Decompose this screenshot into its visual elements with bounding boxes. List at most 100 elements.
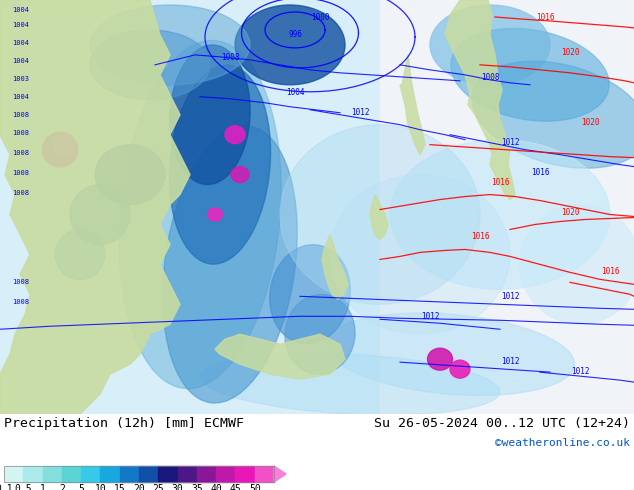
Ellipse shape — [170, 45, 250, 185]
Text: 1: 1 — [40, 484, 46, 490]
Ellipse shape — [42, 132, 77, 167]
Ellipse shape — [390, 140, 610, 289]
Polygon shape — [370, 195, 388, 240]
Text: 1012: 1012 — [421, 312, 439, 321]
Text: 1020: 1020 — [581, 118, 599, 127]
Bar — [235, 466, 255, 482]
Bar — [178, 466, 197, 482]
Ellipse shape — [280, 125, 480, 304]
Text: 1000: 1000 — [311, 13, 329, 22]
Ellipse shape — [330, 174, 510, 334]
Ellipse shape — [427, 348, 453, 370]
Bar — [120, 466, 139, 482]
Bar — [100, 466, 120, 482]
Polygon shape — [215, 334, 345, 379]
Ellipse shape — [231, 167, 249, 183]
Text: Su 26-05-2024 00..12 UTC (12+24): Su 26-05-2024 00..12 UTC (12+24) — [374, 417, 630, 430]
Text: 996: 996 — [288, 30, 302, 39]
Text: 1008: 1008 — [12, 170, 29, 175]
Text: 25: 25 — [152, 484, 164, 490]
Bar — [4, 466, 23, 482]
Text: 1004: 1004 — [12, 94, 29, 100]
Bar — [42, 466, 62, 482]
Ellipse shape — [235, 5, 345, 85]
Ellipse shape — [119, 41, 281, 389]
Text: 1016: 1016 — [601, 268, 619, 276]
Ellipse shape — [325, 313, 574, 395]
Polygon shape — [274, 466, 286, 482]
Text: 1012: 1012 — [501, 138, 519, 147]
Bar — [4, 466, 274, 482]
Ellipse shape — [54, 134, 76, 156]
Bar — [139, 466, 158, 482]
Ellipse shape — [200, 353, 500, 415]
Text: 15: 15 — [114, 484, 126, 490]
Bar — [197, 466, 216, 482]
Text: 1020: 1020 — [560, 207, 579, 217]
Ellipse shape — [450, 360, 470, 378]
Text: 50: 50 — [249, 484, 261, 490]
Ellipse shape — [163, 126, 297, 403]
Text: 1008: 1008 — [221, 53, 239, 62]
Polygon shape — [400, 55, 425, 155]
Polygon shape — [322, 234, 348, 299]
Text: 0.5: 0.5 — [15, 484, 32, 490]
Text: 1012: 1012 — [501, 357, 519, 366]
Ellipse shape — [70, 185, 130, 245]
Text: 1004: 1004 — [12, 22, 29, 28]
Bar — [62, 466, 81, 482]
Text: ©weatheronline.co.uk: ©weatheronline.co.uk — [495, 438, 630, 448]
Bar — [380, 0, 634, 414]
Ellipse shape — [430, 5, 550, 85]
Ellipse shape — [169, 65, 271, 264]
Text: 10: 10 — [94, 484, 107, 490]
Text: 1004: 1004 — [12, 58, 29, 64]
Bar — [23, 466, 42, 482]
Ellipse shape — [90, 5, 250, 85]
Ellipse shape — [225, 126, 245, 144]
Text: 35: 35 — [191, 484, 203, 490]
Ellipse shape — [90, 30, 210, 100]
Text: 1008: 1008 — [12, 112, 29, 118]
Ellipse shape — [55, 229, 105, 279]
Text: 1004: 1004 — [286, 88, 304, 97]
Text: 1020: 1020 — [560, 48, 579, 57]
Text: 1012: 1012 — [571, 367, 589, 376]
Text: 1003: 1003 — [12, 76, 29, 82]
Bar — [81, 466, 100, 482]
Text: 40: 40 — [210, 484, 222, 490]
Ellipse shape — [472, 61, 634, 168]
Ellipse shape — [285, 294, 355, 374]
Text: 45: 45 — [230, 484, 242, 490]
Text: 1008: 1008 — [12, 130, 29, 136]
Text: Precipitation (12h) [mm] ECMWF: Precipitation (12h) [mm] ECMWF — [4, 417, 244, 430]
Text: 1008: 1008 — [12, 190, 29, 196]
Text: 1004: 1004 — [12, 7, 29, 13]
Ellipse shape — [520, 204, 634, 324]
Text: 1016: 1016 — [536, 13, 554, 22]
Text: 1016: 1016 — [491, 177, 509, 187]
Text: 1012: 1012 — [501, 293, 519, 301]
Bar — [255, 466, 274, 482]
Text: 20: 20 — [133, 484, 145, 490]
Text: 1008: 1008 — [12, 279, 29, 285]
Text: 30: 30 — [172, 484, 183, 490]
Text: 1008: 1008 — [12, 149, 29, 156]
Text: 0.1: 0.1 — [0, 484, 13, 490]
Text: 2: 2 — [59, 484, 65, 490]
Bar — [158, 466, 178, 482]
Ellipse shape — [207, 208, 223, 221]
Text: 1016: 1016 — [531, 168, 549, 176]
Polygon shape — [445, 0, 515, 199]
Text: 5: 5 — [78, 484, 84, 490]
Text: 1008: 1008 — [12, 299, 29, 305]
Ellipse shape — [269, 245, 351, 344]
Ellipse shape — [451, 28, 609, 121]
Text: 1012: 1012 — [351, 108, 369, 117]
Ellipse shape — [95, 145, 165, 204]
Text: 1008: 1008 — [481, 73, 499, 82]
Text: 1004: 1004 — [12, 40, 29, 46]
Polygon shape — [0, 0, 190, 414]
Text: 1016: 1016 — [471, 232, 489, 242]
Bar — [216, 466, 235, 482]
